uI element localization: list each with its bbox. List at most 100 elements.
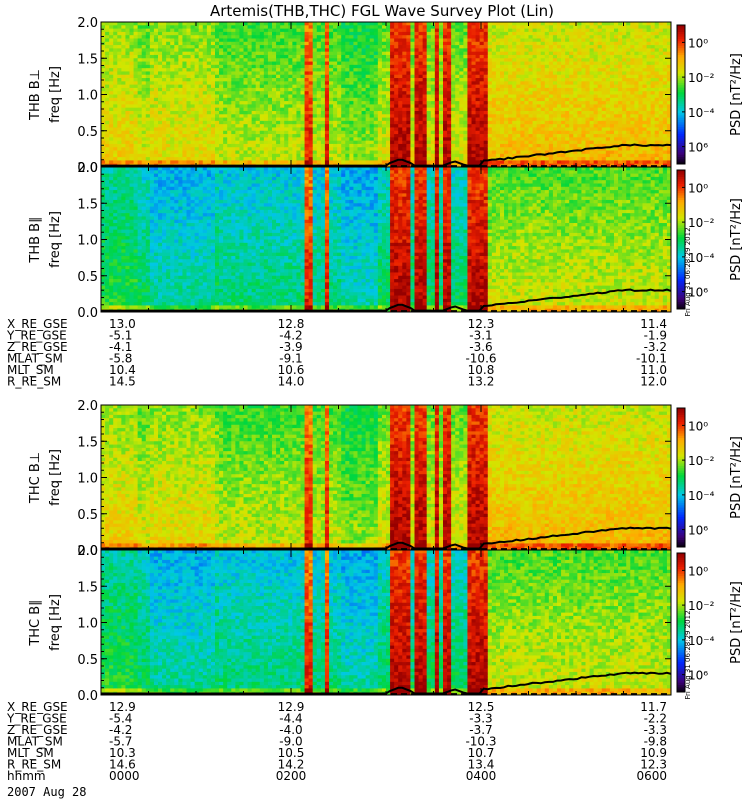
heatmap-cell [130,98,134,102]
heatmap-cell [150,32,154,36]
heatmap-cell [182,88,186,92]
heatmap-cell [333,160,337,164]
heatmap-cell [423,144,427,148]
heatmap-cell [431,101,435,105]
heatmap-cell [317,42,321,46]
heatmap-cell [244,35,248,39]
heatmap-cell [280,65,284,69]
heatmap-cell [158,121,162,125]
heatmap-cell [121,137,125,141]
heatmap-cell [231,114,235,118]
heatmap-cell [439,29,443,33]
heatmap-cell [146,65,150,69]
heatmap-cell [557,101,561,105]
heatmap-cell [260,22,264,26]
heatmap-cell [541,127,545,131]
heatmap-cell [504,62,508,66]
heatmap-cell [394,134,398,138]
heatmap-cell [333,108,337,112]
heatmap-cell [105,81,109,85]
heatmap-cell [182,22,186,26]
heatmap-cell [215,75,219,79]
heatmap-cell [117,124,121,128]
heatmap-cell [553,32,557,36]
heatmap-cell [195,147,199,151]
heatmap-cell [174,78,178,82]
heatmap-cell [301,154,305,158]
heatmap-cell [480,68,484,72]
heatmap-cell [463,52,467,56]
heatmap-cell [524,78,528,82]
heatmap-cell [203,127,207,131]
heatmap-cell [345,35,349,39]
heatmap-cell [561,95,565,99]
heatmap-cell [345,114,349,118]
heatmap-cell [329,154,333,158]
heatmap-cell [488,91,492,95]
heatmap-cell [130,58,134,62]
heatmap-cell [162,75,166,79]
heatmap-cell [353,108,357,112]
heatmap-cell [390,45,394,49]
heatmap-cell [520,55,524,59]
heatmap-cell [423,154,427,158]
heatmap-cell [541,101,545,105]
heatmap-cell [239,95,243,99]
heatmap-cell [325,65,329,69]
heatmap-cell [406,124,410,128]
heatmap-cell [252,104,256,108]
heatmap-cell [199,137,203,141]
heatmap-cell [292,22,296,26]
heatmap-cell [288,65,292,69]
heatmap-cell [187,75,191,79]
heatmap-cell [130,127,134,131]
heatmap-cell [301,22,305,26]
heatmap-cell [170,121,174,125]
heatmap-cell [170,160,174,164]
heatmap-cell [191,25,195,29]
heatmap-cell [476,121,480,125]
heatmap-cell [480,78,484,82]
heatmap-cell [415,134,419,138]
heatmap-cell [382,32,386,36]
heatmap-cell [125,85,129,89]
heatmap-cell [370,118,374,122]
heatmap-cell [154,151,158,155]
heatmap-cell [447,62,451,66]
heatmap-cell [207,29,211,33]
heatmap-cell [170,22,174,26]
heatmap-cell [500,137,504,141]
heatmap-cell [292,111,296,115]
heatmap-cell [451,141,455,145]
heatmap-cell [134,131,138,135]
heatmap-cell [231,68,235,72]
heatmap-cell [398,147,402,151]
heatmap-cell [533,160,537,164]
heatmap-cell [508,55,512,59]
heatmap-cell [325,131,329,135]
heatmap-cell [313,42,317,46]
heatmap-cell [390,137,394,141]
heatmap-cell [117,55,121,59]
heatmap-cell [296,95,300,99]
heatmap-cell [459,151,463,155]
heatmap-cell [296,38,300,42]
heatmap-cell [362,65,366,69]
heatmap-cell [378,154,382,158]
heatmap-cell [423,25,427,29]
heatmap-cell [309,131,313,135]
heatmap-cell [341,62,345,66]
heatmap-cell [105,45,109,49]
heatmap-cell [325,42,329,46]
heatmap-cell [431,98,435,102]
heatmap-cell [329,108,333,112]
heatmap-cell [215,22,219,26]
heatmap-cell [447,85,451,89]
heatmap-cell [516,121,520,125]
heatmap-cell [537,157,541,161]
heatmap-cell [256,134,260,138]
heatmap-cell [463,160,467,164]
heatmap-cell [170,101,174,105]
heatmap-cell [207,35,211,39]
heatmap-cell [195,55,199,59]
